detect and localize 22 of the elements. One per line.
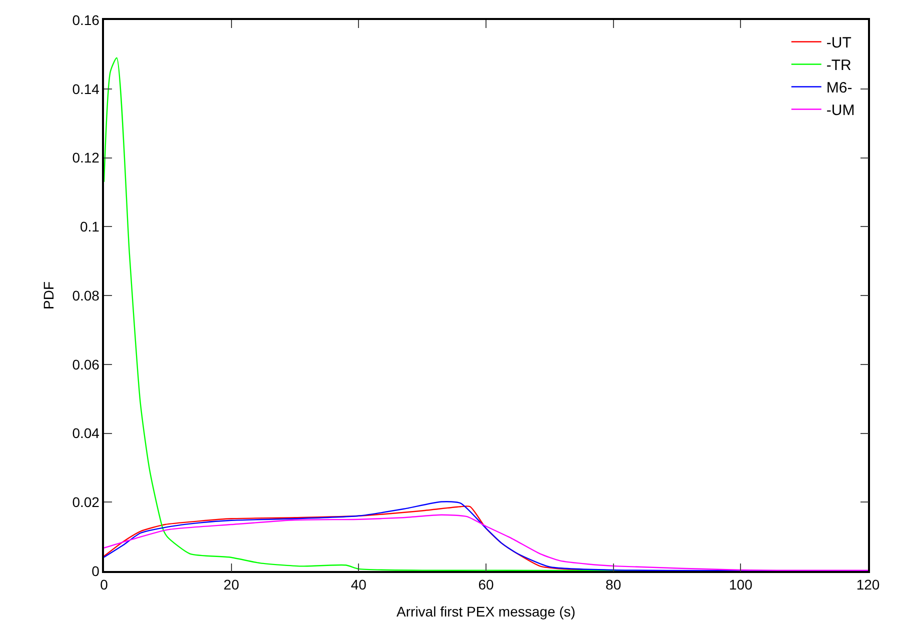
legend-label: -UM	[826, 102, 855, 120]
y-tick-label: 0.12	[72, 150, 100, 166]
x-tick-label: 40	[350, 576, 367, 593]
y-tick-label: 0.1	[80, 218, 100, 235]
y-tick-label: 0.16	[72, 12, 100, 28]
x-tick-label: 120	[856, 576, 880, 593]
y-axis-title: PDF	[40, 282, 56, 310]
y-tick-label: 0.04	[72, 425, 100, 442]
legend-label: -UT	[826, 34, 852, 52]
line-series	[104, 514, 868, 571]
x-tick-label: 60	[478, 576, 494, 593]
legend-label: -TR	[826, 57, 852, 74]
y-tick-label: 0.08	[72, 287, 100, 304]
legend-label: M6-	[826, 80, 852, 97]
x-tick-label: 80	[606, 576, 622, 593]
y-tick-label: 0.14	[72, 80, 100, 97]
y-tick-label: 0	[92, 562, 100, 579]
x-axis-title: Arrival first PEX message (s)	[396, 603, 576, 620]
y-tick-label: 0.02	[72, 494, 100, 510]
x-tick-label: 100	[728, 576, 753, 593]
y-tick-label: 0.06	[72, 356, 100, 372]
x-tick-label: 20	[224, 576, 240, 593]
